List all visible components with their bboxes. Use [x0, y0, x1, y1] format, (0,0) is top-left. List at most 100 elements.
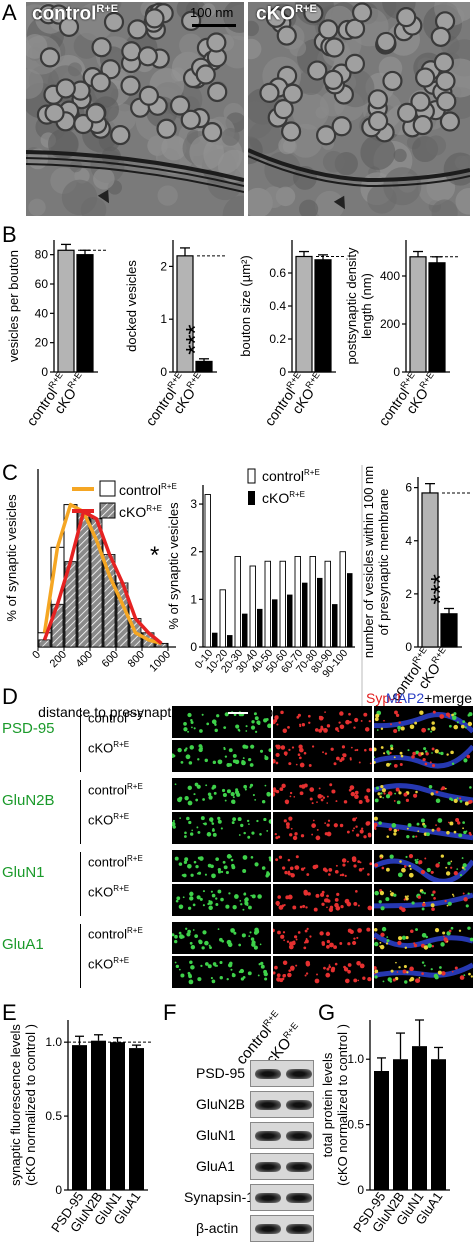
blot-band — [255, 1069, 281, 1079]
y-tick-label: 0.5 — [45, 1109, 62, 1123]
y-axis-label: of presynaptic membrane — [376, 489, 391, 636]
bar-cko — [227, 635, 233, 647]
micrograph-merge — [374, 850, 473, 882]
panel-e-chart: 0 0.5 1.0 synaptic fluorescence levels (cKO … — [8, 1020, 152, 1235]
blot-strip — [250, 1184, 314, 1211]
em-texture — [289, 39, 307, 57]
legend-swatch — [99, 480, 116, 497]
em-texture — [248, 20, 259, 37]
panel-label-f: F — [163, 1000, 177, 1025]
y-tick-label: 200 — [380, 317, 400, 331]
blot-band-label: GluN2B — [196, 1096, 246, 1112]
marker-label: GluN1 — [2, 864, 45, 881]
scale-bar — [192, 24, 236, 27]
em-texture — [315, 106, 328, 119]
y-tick-label: 3 — [190, 497, 197, 511]
x-tick-label: 1000 — [147, 649, 173, 675]
y-tick-label: 0.4 — [269, 299, 286, 313]
em-texture — [221, 127, 240, 146]
marker-label: GluN2B — [2, 792, 55, 809]
synaptic-vesicle — [280, 121, 302, 142]
synaptic-membrane — [248, 155, 470, 188]
synaptic-vesicle — [44, 102, 65, 124]
synaptic-vesicle — [307, 60, 328, 81]
synaptic-vesicle — [324, 37, 345, 58]
em-image-control — [26, 2, 244, 216]
y-axis-label: length (nm) — [359, 273, 374, 339]
bar-glun2b — [91, 1040, 106, 1190]
bar-control — [264, 560, 271, 648]
blot-band — [286, 1193, 312, 1203]
bar-control — [279, 560, 286, 648]
col-title-syp: Syp-1 — [366, 690, 403, 706]
y-axis-label: % of synaptic vesicles — [4, 494, 19, 622]
legend-swatch-cko — [248, 491, 255, 505]
synaptic-vesicle — [435, 70, 456, 92]
synaptic-vesicle — [127, 19, 148, 40]
panel-label-b: B — [2, 222, 17, 247]
micrograph-red — [273, 884, 372, 916]
em-texture — [455, 187, 470, 215]
em-texture — [67, 62, 82, 77]
blot-band — [286, 1224, 312, 1234]
em-texture — [431, 199, 458, 216]
em-texture — [28, 198, 46, 216]
panel-label-g: G — [318, 1000, 336, 1025]
micrograph-red — [273, 922, 372, 954]
x-tick-label: 400 — [74, 649, 95, 670]
y-tick-label: 0 — [41, 365, 48, 379]
legend-label: controlR+E — [119, 482, 177, 498]
y-axis-label: number of vesicles within 100 nm — [361, 466, 376, 658]
x-tick-label: 0 — [30, 649, 43, 662]
x-tick-label: 600 — [100, 649, 121, 670]
synaptic-vesicle — [138, 85, 160, 106]
micrograph-merge — [374, 922, 473, 954]
y-tick-label: 0.5 — [347, 1118, 364, 1132]
synaptic-vesicle — [103, 11, 125, 33]
y-tick-label: 0 — [279, 365, 286, 379]
em-texture — [222, 195, 244, 216]
blot-band — [255, 1193, 281, 1203]
synaptic-membrane — [248, 148, 470, 183]
y-tick-label: 2 — [190, 545, 197, 559]
em-title-cko: cKOR+E — [256, 3, 317, 25]
bar-glua1 — [431, 1059, 446, 1190]
y-axis-label: postsynaptic density — [344, 247, 359, 365]
condition-label-cko: cKOR+E — [88, 740, 130, 756]
blot-strip — [250, 1091, 314, 1118]
y-tick-label: 1.0 — [347, 1052, 364, 1066]
y-axis-label: (cKO normalized to control ) — [23, 1024, 38, 1186]
synaptic-vesicle — [195, 64, 216, 85]
em-texture — [61, 179, 98, 216]
synaptic-vesicle — [39, 47, 61, 68]
em-texture — [201, 3, 216, 18]
bar-control — [295, 255, 313, 373]
micrograph-green — [172, 884, 271, 916]
micrograph-red — [273, 812, 372, 844]
y-axis-label: vesicles per bouton — [6, 250, 21, 362]
legend-label: cKOR+E — [262, 490, 305, 506]
em-image-cko — [248, 2, 470, 216]
bar-glun1 — [412, 1046, 427, 1190]
bar-cko — [257, 608, 263, 647]
bar-glun2b — [393, 1059, 408, 1190]
y-tick-label: 0 — [393, 365, 400, 379]
synaptic-vesicle — [55, 78, 76, 99]
synaptic-vesicle — [137, 46, 158, 67]
significance-marker: *** — [425, 574, 455, 604]
synaptic-vesicle — [344, 53, 366, 74]
blot-band-label: Synapsin-1 — [184, 1189, 255, 1205]
synaptic-vesicle — [382, 70, 403, 92]
bar-cko — [195, 360, 213, 373]
synaptic-vesicle — [323, 69, 344, 90]
y-tick-label: 20 — [35, 336, 49, 350]
condition-label-cko: cKOR+E — [88, 956, 130, 972]
synaptic-vesicle — [316, 125, 337, 146]
bar-cko — [242, 613, 248, 647]
y-axis-label: (cKO normalized to control ) — [335, 1024, 350, 1186]
condition-label-control: controlR+E — [88, 854, 143, 870]
fit-curve-cko — [42, 509, 163, 645]
legend-swatch — [99, 502, 116, 519]
blot-band-label: β-actin — [196, 1220, 239, 1236]
synaptic-vesicle — [368, 110, 389, 132]
